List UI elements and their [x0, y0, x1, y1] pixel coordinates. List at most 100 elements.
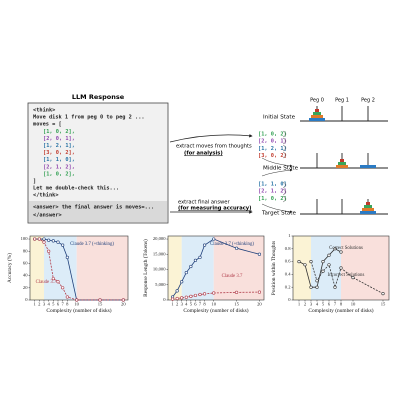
x-tick-label: 5 — [52, 302, 55, 307]
moves-label: extract moves from thoughts — [176, 144, 252, 150]
point — [339, 250, 343, 254]
x-axis-label: Complexity (number of disks) — [308, 307, 373, 314]
y-axis-label: Response Length (Tokens) — [142, 239, 149, 297]
y-tick-label: 10,000 — [153, 267, 166, 273]
region — [44, 236, 77, 300]
x-tick-label: 2 — [304, 302, 307, 307]
response-line: [1, 2, 1], — [43, 143, 75, 149]
x-tick-label: 5 — [322, 302, 325, 307]
x-tick-label: 15 — [234, 302, 239, 307]
point — [321, 269, 325, 273]
x-tick-label: 15 — [381, 302, 386, 307]
point — [170, 297, 175, 301]
point — [321, 260, 325, 264]
point — [189, 264, 193, 269]
point — [193, 293, 198, 298]
point — [351, 276, 355, 280]
x-tick-label: 3 — [310, 302, 313, 307]
y-tick-label: 5,000 — [155, 282, 166, 288]
response-line: Let me double-check this... — [33, 186, 119, 192]
x-tick-label: 10 — [211, 302, 216, 307]
series-label: Incorrect Solutions — [328, 273, 365, 278]
point — [37, 237, 41, 241]
series-line — [34, 238, 124, 301]
region — [341, 236, 389, 300]
x-tick-label: 20 — [257, 302, 262, 307]
region — [293, 236, 311, 300]
move: [1, 0, 2] — [258, 196, 287, 202]
response-line: [1, 1, 0], — [43, 157, 75, 163]
peg-label: Peg 2 — [361, 98, 375, 104]
series-label: Claude 3.7 — [222, 274, 243, 279]
point — [198, 255, 202, 259]
point — [51, 239, 55, 243]
y-tick-label: 0.4 — [285, 271, 291, 276]
point — [175, 289, 179, 293]
response-line: [1, 0, 2], — [43, 171, 75, 177]
x-axis-label: Complexity (number of disks) — [46, 307, 111, 314]
y-tick-label: 15,000 — [153, 251, 166, 257]
region — [213, 236, 264, 300]
response-line: <think> — [33, 108, 55, 114]
region — [30, 236, 44, 300]
arrow — [261, 203, 293, 214]
point — [193, 258, 198, 262]
x-tick-label: 2 — [176, 302, 179, 307]
point — [42, 237, 46, 241]
peg-label: Peg 0 — [310, 98, 324, 104]
y-tick-label: 0 — [25, 297, 28, 302]
point — [184, 295, 188, 299]
x-tick-label: 10 — [351, 302, 356, 307]
point — [56, 240, 60, 244]
arrow — [261, 157, 293, 168]
step-arcs — [282, 130, 287, 159]
region — [168, 236, 182, 300]
x-tick-label: 4 — [48, 302, 51, 307]
region — [181, 236, 214, 300]
x-tick-label: 6 — [328, 302, 331, 307]
response-line: Move disk 1 from peg 0 to peg 2 ... — [33, 115, 145, 121]
x-tick-label: 2 — [38, 302, 41, 307]
point — [333, 247, 337, 251]
move: [1, 2, 1] — [258, 146, 287, 152]
x-tick-label: 6 — [194, 302, 197, 307]
x-tick-label: 10 — [74, 302, 79, 307]
arrow — [261, 168, 293, 177]
x-tick-label: 1 — [298, 302, 301, 307]
state-label: Target State — [261, 211, 296, 217]
move: [2, 0, 1] — [258, 139, 287, 145]
series-line — [310, 261, 384, 294]
x-tick-label: 3 — [43, 302, 46, 307]
y-tick-label: 20 — [23, 285, 28, 290]
plot-frame — [292, 235, 390, 301]
point — [98, 298, 102, 302]
x-tick-label: 7 — [62, 302, 65, 307]
point — [189, 294, 193, 298]
series-label: Correct Solutions — [329, 246, 363, 251]
point — [339, 266, 343, 270]
y-tick-label: 1 — [288, 233, 291, 238]
point — [61, 243, 65, 247]
point — [75, 298, 79, 302]
point — [327, 263, 331, 267]
point — [257, 252, 262, 256]
point — [234, 290, 239, 294]
point — [180, 296, 184, 300]
point — [234, 246, 239, 250]
point — [309, 285, 313, 289]
point — [257, 290, 262, 294]
x-tick-label: 8 — [203, 302, 206, 307]
move: [1, 1, 0] — [258, 182, 287, 188]
x-tick-label: 4 — [185, 302, 188, 307]
series-label: Claude 3.7 (+thinking) — [70, 242, 114, 247]
move-lists: [1, 0, 2][2, 0, 1][1, 2, 1][3, 0, 2][1, … — [258, 132, 287, 202]
point — [212, 237, 216, 241]
point — [198, 292, 202, 297]
x-tick-label: 5 — [190, 302, 193, 307]
state-label: Initial State — [263, 115, 296, 121]
plot-frame — [167, 235, 265, 301]
answer-label-emph: (for measuring accuracy) — [178, 206, 252, 212]
x-tick-label: 8 — [66, 302, 69, 307]
point — [381, 292, 385, 296]
